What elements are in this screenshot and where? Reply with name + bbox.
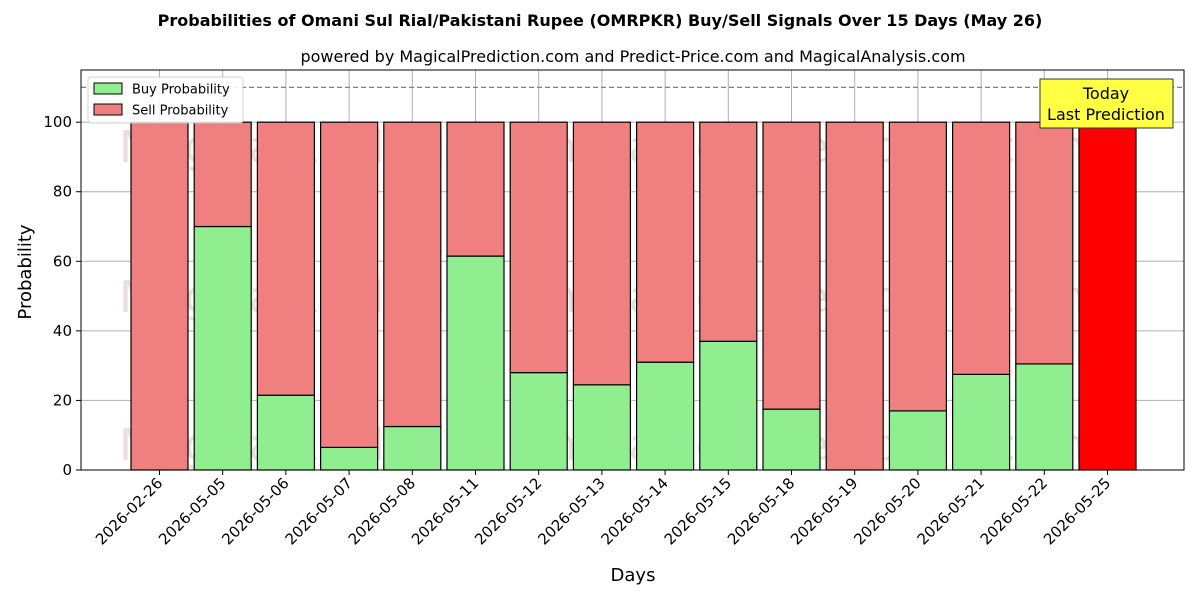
buy-bar [762,408,821,471]
sell-bar [572,121,632,386]
x-tick-label: 2026-05-07 [282,474,356,548]
y-tick-label: 80 [53,183,72,201]
legend-buy-swatch [93,82,123,95]
y-tick-label: 20 [53,391,72,409]
sell-bar [825,121,884,471]
x-tick-label: 2026-05-11 [408,474,482,548]
sell-bar [509,121,568,374]
y-tick-label: 40 [53,322,72,340]
x-tick-label: 2026-05-22 [977,474,1051,548]
x-tick-label: 2026-05-19 [787,474,861,548]
legend: Buy Probability Sell Probability [87,76,244,124]
buy-bar [193,225,252,471]
x-tick-label: 2026-05-15 [661,474,735,548]
buy-bar [256,394,315,471]
x-tick-label: 2026-05-05 [155,474,229,548]
sell-bar [762,121,821,410]
annotation-box [1039,78,1174,129]
x-tick-label: 2026-05-25 [1040,474,1114,548]
buy-bar [320,446,379,471]
sell-bar [320,121,379,448]
sell-bar [130,121,189,471]
today-sell-bar [1078,121,1137,471]
x-tick-label: 2026-02-26 [92,474,166,548]
sell-bar [383,121,442,428]
buy-bar [383,425,442,471]
today-annotation: Today Last Prediction [1039,78,1174,129]
annotation-line2: Last Prediction [1047,105,1165,124]
x-tick-label: 2026-05-14 [598,474,672,548]
legend-sell-label: Sell Probability [132,104,229,119]
y-tick-label: 0 [62,461,72,479]
chart-subtitle: powered by MagicalPrediction.com and Pre… [300,47,965,66]
x-tick-label: 2026-05-21 [914,474,988,548]
sell-bar [1015,121,1074,365]
sell-bar [193,121,252,228]
buy-bar [951,373,1011,471]
legend-frame [87,76,244,124]
x-tick-label: 2026-05-18 [724,474,798,548]
plot-frame [80,69,1185,471]
sell-bar [446,121,505,257]
legend-sell-swatch [93,103,123,116]
buy-bar [1015,363,1074,471]
annotation-line1: Today [1082,84,1129,103]
buy-bar [699,340,758,471]
buy-bar [572,384,632,471]
buy-bar [635,361,695,471]
buy-bar [509,372,568,471]
sell-bar [888,121,948,412]
x-tick-label: 2026-05-20 [850,474,924,548]
sell-bar [699,121,758,342]
y-axis-label: Probability [15,224,36,319]
x-tick-label: 2026-05-08 [345,474,419,548]
sell-bar [256,121,315,396]
buy-bar [446,255,505,471]
legend-buy-label: Buy Probability [132,83,230,98]
bars-layer [81,86,1184,471]
x-tick-label: 2026-05-12 [471,474,545,548]
y-tick-label: 60 [53,252,72,270]
buy-bar [888,410,948,471]
y-tick-label: 100 [43,113,72,131]
chart-title: Probabilities of Omani Sul Rial/Pakistan… [158,11,1043,30]
x-tick-label: 2026-05-06 [218,474,292,548]
sell-bar [635,121,695,363]
x-axis-label: Days [611,565,656,586]
x-tick-label: 2026-05-13 [534,474,608,548]
sell-bar [951,121,1011,375]
